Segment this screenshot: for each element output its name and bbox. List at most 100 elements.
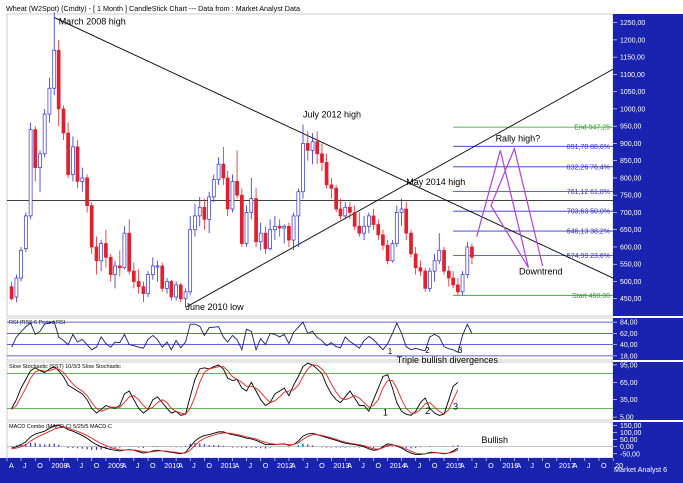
candle-up <box>19 250 23 279</box>
candle-up <box>216 163 221 181</box>
time-axis-label: A <box>9 461 14 470</box>
macd-panel: MACD Combo (MACD-C) 5/25/5 MACD-C Bullish <box>6 421 614 459</box>
candle-down <box>305 143 310 151</box>
time-axis-label: J <box>192 461 196 470</box>
time-axis-label: 2015 <box>446 461 462 470</box>
macd-series-line <box>11 425 459 455</box>
fib-level-label: 574,99 23,6% <box>567 253 610 260</box>
projection-path <box>476 146 544 268</box>
time-axis-label: O <box>94 461 100 470</box>
candle-down <box>277 225 282 229</box>
candle-up <box>207 196 212 220</box>
candle-down <box>178 284 183 300</box>
candle-down <box>202 206 207 220</box>
candle-down <box>89 205 94 248</box>
stochastic-annotation: Triple bullish divergences <box>397 355 499 365</box>
rsi-annotation: 1 <box>388 347 393 356</box>
time-axis-label: 2008 <box>51 461 67 470</box>
rsi-title: RSI (RSI) 6 Period RSI <box>9 320 66 326</box>
candle-down <box>66 132 70 175</box>
time-axis-label: J <box>23 461 27 470</box>
value-axis-label: 150,00 <box>620 423 642 430</box>
rsi-value-axis <box>613 318 683 360</box>
macd-series-line <box>11 426 459 455</box>
time-axis-label: J <box>248 461 252 470</box>
candle-down <box>442 250 446 272</box>
candle-down <box>371 215 376 225</box>
fib-level-label: 646,13 38,2% <box>567 229 610 236</box>
candle-up <box>460 274 465 293</box>
candle-up <box>367 215 371 227</box>
stochastic-annotation: 1 <box>383 407 388 417</box>
macd-plot-area <box>6 421 614 459</box>
candle-up <box>282 225 287 229</box>
fib-level-label: 703,63 50,0% <box>567 209 610 216</box>
candle-down <box>33 129 38 168</box>
candle-down <box>348 206 352 213</box>
stochastic-value-axis <box>613 362 683 420</box>
candle-down <box>235 181 239 196</box>
candle-up <box>437 250 442 262</box>
candle-down <box>117 265 122 269</box>
uptrend-trend-line <box>185 68 614 308</box>
candle-down <box>254 198 258 243</box>
macd-value-axis <box>613 422 683 458</box>
candle-up <box>47 87 52 115</box>
price-annotation: July 2012 high <box>303 110 361 120</box>
candle-up <box>193 215 197 231</box>
time-axis-label: O <box>432 461 438 470</box>
candle-down <box>75 146 80 182</box>
value-axis-label: 5,00 <box>620 415 634 422</box>
candle-up <box>310 141 315 151</box>
candle-up <box>165 281 169 289</box>
candle-down <box>357 225 362 234</box>
time-axis <box>0 458 683 483</box>
candle-up <box>211 179 216 198</box>
candle-down <box>61 108 66 134</box>
candle-down <box>352 212 357 227</box>
candle-up <box>146 274 150 294</box>
stochastic-plot-area <box>6 361 614 421</box>
time-axis-label: 2014 <box>390 461 406 470</box>
fib-level-label: 761,12 61,8% <box>567 189 610 196</box>
value-axis-label: 600,00 <box>620 244 642 251</box>
time-axis-label: A <box>460 461 465 470</box>
candle-down <box>324 162 329 186</box>
price-annotation: June 2010 low <box>186 302 245 312</box>
time-axis-label: 2010 <box>164 461 180 470</box>
candle-down <box>334 187 339 210</box>
fib-level-label: Start 460,00 <box>572 293 610 300</box>
stochastic-panel: Slow Stochastic (SST) 10/3/3 Slow Stocha… <box>6 355 614 421</box>
value-axis-label: 800,00 <box>620 175 642 182</box>
candle-down <box>470 246 474 258</box>
candle-up <box>390 243 395 262</box>
candle-down <box>221 163 226 179</box>
candle-up <box>23 215 28 250</box>
candle-up <box>99 243 103 262</box>
candle-up <box>432 260 437 272</box>
value-axis-label: 450,00 <box>620 296 642 303</box>
price-panel: End 947,25 891,70 88,6% 832,26 76,4% 761,12… <box>6 12 614 317</box>
time-axis-label: 2011 <box>221 461 236 470</box>
candle-up <box>183 291 188 300</box>
candle-down <box>131 270 136 282</box>
stochastic-series-line <box>11 364 459 415</box>
candle-up <box>291 215 296 241</box>
candle-up <box>113 265 117 275</box>
candle-up <box>258 232 263 243</box>
value-axis-label: 1250,00 <box>620 20 645 27</box>
candle-up <box>362 225 366 234</box>
time-axis-label: J <box>305 461 309 470</box>
candle-down <box>94 246 99 262</box>
candle-down <box>287 225 291 241</box>
candle-up <box>230 181 235 210</box>
stochastic-series-line <box>11 362 459 416</box>
candle-down <box>85 177 89 206</box>
time-axis-label: A <box>404 461 409 470</box>
time-axis-label: A <box>347 461 352 470</box>
time-axis-label: J <box>80 461 84 470</box>
candle-down <box>418 267 423 272</box>
value-axis-label: 950,00 <box>620 124 642 131</box>
time-axis-label: J <box>474 461 478 470</box>
value-axis-label: 500,00 <box>620 279 642 286</box>
